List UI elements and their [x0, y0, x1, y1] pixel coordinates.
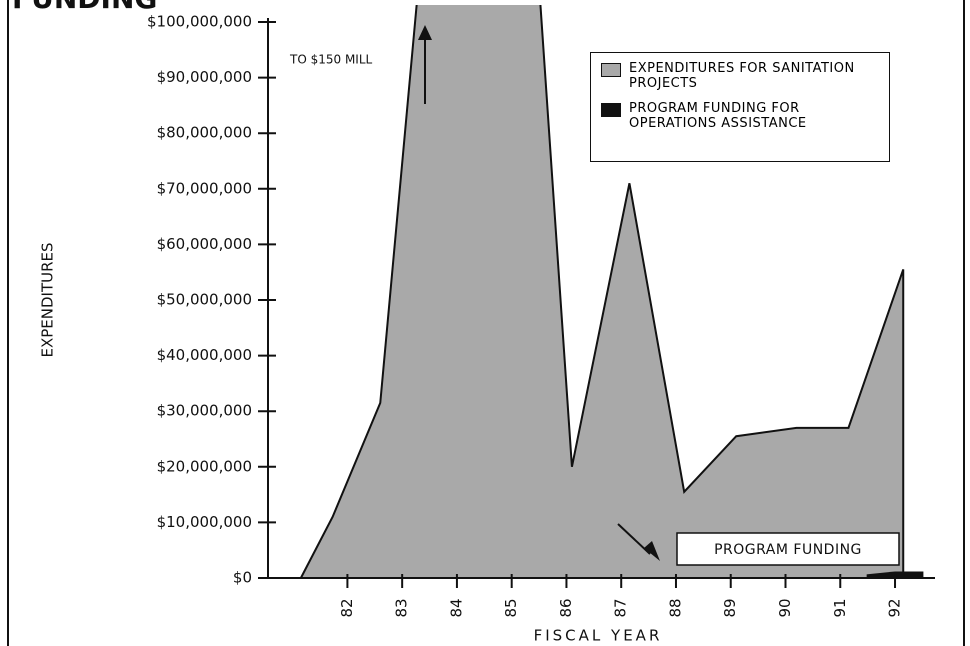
area [299, 5, 905, 579]
y-tick-label: $100,000,000 [147, 13, 252, 31]
legend-swatch [601, 103, 621, 117]
legend: EXPENDITURES FOR SANITATION PROJECTS PROG… [590, 52, 890, 162]
annotation-arrowhead [644, 541, 660, 561]
x-tick-label: 88 [666, 598, 684, 617]
x-tick-label: 87 [612, 598, 630, 617]
legend-label: EXPENDITURES FOR SANITATION PROJECTS [629, 61, 855, 91]
annotation: PROGRAM FUNDING [714, 542, 862, 558]
y-tick-label: $30,000,000 [157, 402, 252, 420]
y-tick-label: $10,000,000 [157, 513, 252, 531]
x-tick-label: 83 [393, 598, 411, 617]
y-tick-label: $90,000,000 [157, 68, 252, 86]
x-tick-label: 85 [502, 598, 520, 617]
chart-title: FUNDING [12, 0, 157, 15]
x-axis-label: FISCAL YEAR [534, 627, 663, 645]
x-tick-label: 82 [338, 598, 356, 617]
x-tick-label: 90 [776, 598, 794, 617]
x-tick-label: 89 [721, 598, 739, 617]
legend-label: PROGRAM FUNDING FOR OPERATIONS ASSISTANC… [629, 101, 807, 131]
legend-swatch [601, 63, 621, 77]
x-tick-label: 92 [886, 598, 904, 617]
x-tick-label: 86 [557, 598, 575, 617]
x-tick-label: 84 [447, 598, 465, 617]
y-tick-label: $40,000,000 [157, 346, 252, 364]
y-tick-label: $20,000,000 [157, 457, 252, 475]
annotation-arrowhead [418, 25, 432, 40]
y-tick-label: $70,000,000 [157, 179, 252, 197]
axes: $0 $10,000,000 $20,000,000 $30,000,000 $40,0… [147, 13, 935, 618]
annotation: TO $150 MILL [289, 53, 373, 67]
y-tick-label: $50,000,000 [157, 291, 252, 309]
plot-area [299, 5, 924, 579]
x-tick-label: 91 [831, 598, 849, 617]
y-tick-label: $60,000,000 [157, 235, 252, 253]
y-axis-label: EXPENDITURES [39, 242, 57, 357]
y-tick-label: $80,000,000 [157, 124, 252, 142]
annotation-box [676, 532, 900, 566]
y-tick-label: $0 [233, 569, 252, 587]
legend-item: EXPENDITURES FOR SANITATION PROJECTS [601, 61, 879, 91]
legend-item: PROGRAM FUNDING FOR OPERATIONS ASSISTANC… [601, 101, 879, 131]
annotation-arrow [617, 523, 651, 555]
